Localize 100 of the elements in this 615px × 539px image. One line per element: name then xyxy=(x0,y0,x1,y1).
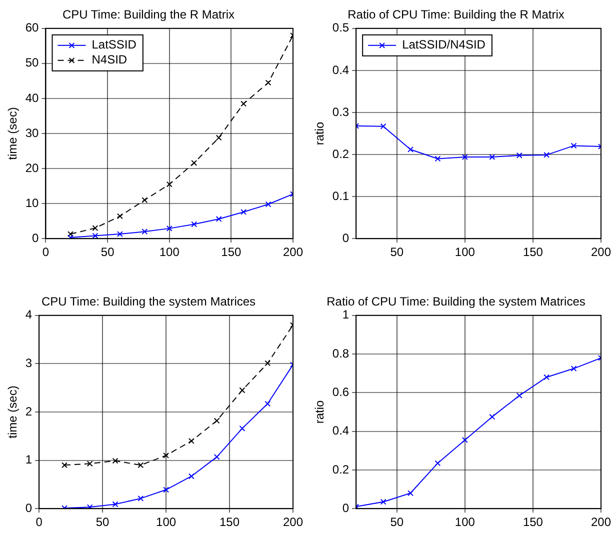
point xyxy=(112,501,118,508)
point xyxy=(138,495,144,502)
y-tick-label: 0.8 xyxy=(332,346,350,360)
x-tick-label: 100 xyxy=(454,245,476,260)
point xyxy=(239,387,246,394)
point xyxy=(380,123,386,130)
point xyxy=(163,486,170,493)
point xyxy=(68,231,74,238)
point xyxy=(188,438,194,444)
y-tick-label: 0.6 xyxy=(332,384,350,399)
point xyxy=(191,160,198,166)
point xyxy=(434,460,441,466)
y-axis-title: time (sec) xyxy=(6,107,20,160)
y-tick-label: 10 xyxy=(25,196,40,210)
y-tick-label: 1 xyxy=(25,452,32,467)
point xyxy=(116,213,123,220)
point xyxy=(112,458,118,464)
y-axis-title: time (sec) xyxy=(6,386,20,438)
y-tick-label: 20 xyxy=(25,160,40,175)
y-tick-label: 2 xyxy=(25,404,32,418)
point xyxy=(214,454,220,460)
y-tick-label: 0.1 xyxy=(332,188,350,203)
x-tick-label: 200 xyxy=(282,515,304,530)
y-tick-label: 40 xyxy=(25,90,40,105)
y-tick-label: 1 xyxy=(342,308,350,322)
chart-title: CPU Time: Building the system Matrices xyxy=(41,294,256,309)
x-tick-label: 50 xyxy=(390,245,404,260)
y-tick-label: 4 xyxy=(25,308,32,322)
y-tick-label: 0 xyxy=(342,230,350,245)
x-tick-label: 50 xyxy=(100,245,115,260)
point xyxy=(264,400,271,407)
x-tick-label: 100 xyxy=(159,245,180,260)
x-tick-label: 150 xyxy=(522,515,544,530)
legend-label: N4SID xyxy=(92,52,128,67)
point xyxy=(516,152,522,158)
chart-title: Ratio of CPU Time: Building the system Matrices xyxy=(326,294,586,309)
point xyxy=(216,134,222,141)
point xyxy=(380,498,386,505)
y-tick-label: 0 xyxy=(32,230,40,245)
chart-title: CPU Time: Building the R Matrix xyxy=(62,8,235,22)
x-tick-label: 50 xyxy=(390,515,404,530)
y-tick-label: 0.4 xyxy=(332,424,350,438)
y-tick-label: 0 xyxy=(342,500,350,515)
point xyxy=(462,437,468,443)
y-axis-title: ratio xyxy=(312,122,327,146)
point xyxy=(214,418,220,424)
point xyxy=(166,225,172,232)
point xyxy=(434,156,441,162)
x-tick-label: 200 xyxy=(590,245,612,260)
y-tick-label: 0.4 xyxy=(332,62,350,77)
point xyxy=(489,154,496,160)
y-tick-label: 0.2 xyxy=(332,462,350,476)
point xyxy=(570,142,577,149)
point xyxy=(408,490,414,496)
y-axis-title: ratio xyxy=(312,400,327,424)
point xyxy=(265,201,272,208)
x-tick-label: 100 xyxy=(454,515,476,530)
point xyxy=(92,225,98,232)
point xyxy=(138,462,144,468)
point xyxy=(264,360,271,366)
point xyxy=(408,146,414,152)
point xyxy=(163,452,170,458)
point xyxy=(116,231,123,238)
y-tick-label: 0 xyxy=(25,500,32,515)
x-tick-label: 0 xyxy=(42,245,50,260)
point xyxy=(544,152,550,158)
point xyxy=(240,209,247,215)
point xyxy=(239,425,246,432)
point xyxy=(265,80,272,86)
x-tick-label: 150 xyxy=(221,245,242,260)
point xyxy=(544,374,550,380)
point xyxy=(86,460,93,467)
x-tick-label: 150 xyxy=(220,515,240,530)
y-tick-label: 0.5 xyxy=(332,20,350,35)
x-tick-label: 200 xyxy=(590,515,612,530)
x-tick-label: 150 xyxy=(522,245,544,260)
point xyxy=(142,197,148,204)
point xyxy=(462,154,468,160)
y-tick-label: 30 xyxy=(25,126,40,140)
point xyxy=(216,216,222,222)
point xyxy=(166,181,172,188)
point xyxy=(61,462,68,468)
legend-label: LatSSID xyxy=(92,38,137,52)
legend-label: LatSSID/N4SID xyxy=(402,38,486,52)
point xyxy=(191,221,198,228)
point xyxy=(188,473,194,480)
x-tick-label: 100 xyxy=(156,515,176,530)
y-tick-label: 3 xyxy=(25,356,32,370)
y-tick-label: 50 xyxy=(25,56,40,70)
point xyxy=(516,392,522,399)
point xyxy=(489,414,496,420)
x-tick-label: 200 xyxy=(282,245,304,260)
y-tick-label: 0.3 xyxy=(332,104,350,119)
y-tick-label: 60 xyxy=(25,20,40,35)
point xyxy=(240,100,247,107)
point xyxy=(570,366,577,372)
chart-title: Ratio of CPU Time: Building the R Matrix xyxy=(348,8,564,22)
point xyxy=(142,228,148,235)
x-tick-label: 50 xyxy=(96,515,110,530)
y-tick-label: 0.2 xyxy=(332,146,350,161)
